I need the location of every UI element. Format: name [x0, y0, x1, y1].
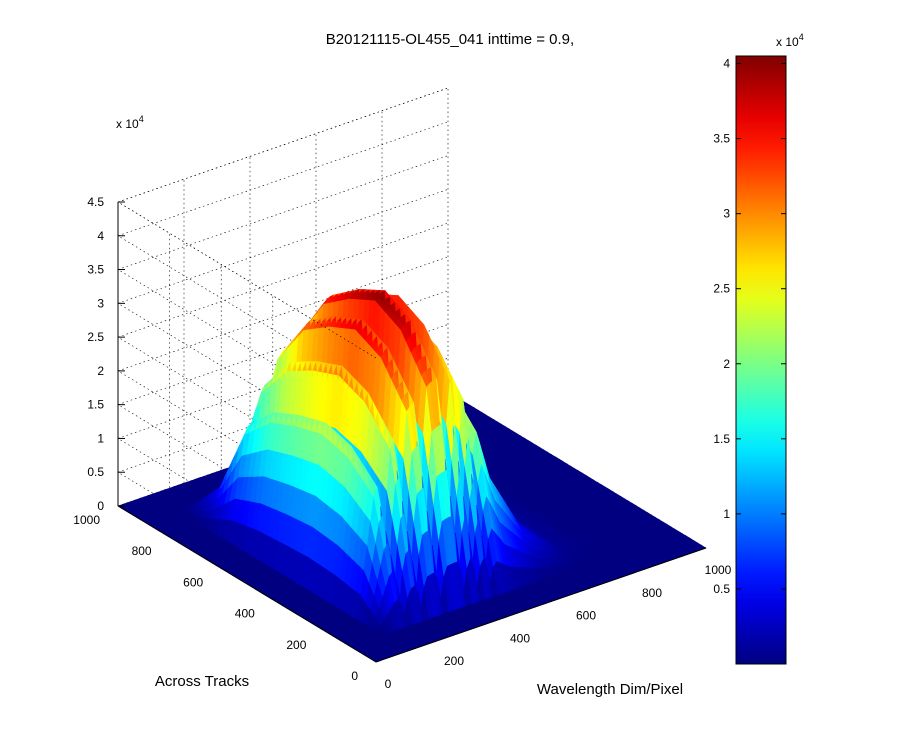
chart-title: B20121115-OL455_041 inttime = 0.9,	[326, 31, 574, 48]
surface-plot	[117, 288, 707, 663]
grid-line	[117, 121, 449, 393]
